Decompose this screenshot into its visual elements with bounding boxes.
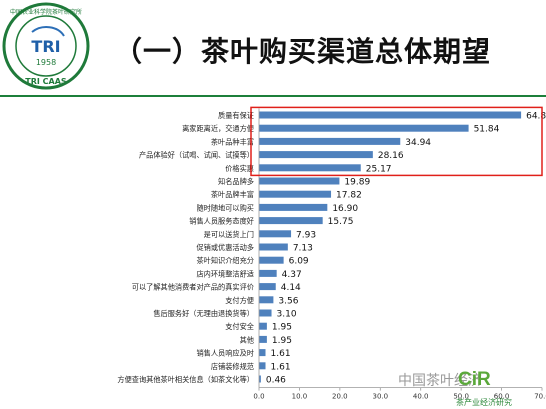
category-label: 可以了解其他消费者对产品的真实评价 bbox=[132, 283, 254, 292]
bar bbox=[259, 296, 274, 304]
value-label: 64.83 bbox=[526, 112, 546, 122]
value-label: 28.16 bbox=[378, 151, 404, 161]
value-label: 1.61 bbox=[271, 349, 291, 359]
x-tick-label: 70.0 bbox=[534, 393, 546, 401]
header-divider bbox=[0, 95, 546, 97]
value-label: 3.56 bbox=[278, 296, 298, 306]
value-label: 0.46 bbox=[266, 376, 286, 386]
bar bbox=[259, 375, 261, 383]
value-label: 4.14 bbox=[281, 283, 301, 293]
bar bbox=[259, 111, 522, 119]
category-label: 店铺装修规范 bbox=[211, 362, 254, 371]
value-label: 4.37 bbox=[282, 270, 302, 280]
bar bbox=[259, 269, 277, 277]
bar bbox=[259, 362, 266, 370]
highlight-box bbox=[250, 106, 543, 177]
bar bbox=[259, 243, 288, 251]
value-label: 51.84 bbox=[474, 125, 500, 135]
x-tick-label: 10.0 bbox=[292, 393, 308, 401]
logo-year: 1958 bbox=[36, 58, 56, 67]
bar bbox=[259, 217, 323, 225]
bar bbox=[259, 177, 340, 185]
logo-top-text: 中国农业科学院茶叶研究所 bbox=[10, 8, 82, 16]
value-label: 1.95 bbox=[272, 336, 292, 346]
x-tick-label: 30.0 bbox=[372, 393, 388, 401]
value-label: 1.95 bbox=[272, 323, 292, 333]
logo-bottom-text: TRI CAAS bbox=[25, 77, 67, 86]
category-label: 是可以送货上门 bbox=[204, 230, 254, 239]
bar bbox=[259, 203, 328, 211]
value-label: 1.61 bbox=[271, 362, 291, 372]
bar bbox=[259, 256, 284, 264]
x-tick-label: 50.0 bbox=[453, 393, 469, 401]
value-label: 7.93 bbox=[296, 230, 316, 240]
bar bbox=[259, 283, 276, 291]
bar bbox=[259, 151, 373, 159]
category-label: 售后服务好（无理由退换货等） bbox=[153, 309, 254, 318]
x-tick-label: 0.0 bbox=[253, 393, 264, 401]
category-label: 价格实惠 bbox=[225, 164, 254, 173]
bar bbox=[259, 322, 267, 330]
bar bbox=[259, 137, 401, 145]
bar bbox=[259, 164, 361, 172]
value-label: 25.17 bbox=[366, 164, 392, 174]
value-label: 17.82 bbox=[336, 191, 362, 201]
value-label: 34.94 bbox=[405, 138, 431, 148]
category-label: 方便查询其他茶叶相关信息（如茶文化等） bbox=[117, 375, 254, 384]
category-label: 支付安全 bbox=[225, 322, 255, 331]
category-label: 茶叶品牌丰富 bbox=[211, 190, 254, 199]
category-label: 随时随地可以购买 bbox=[196, 203, 254, 212]
value-label: 6.09 bbox=[289, 257, 309, 267]
bar bbox=[259, 335, 267, 343]
page-title: （一）茶叶购买渠道总体期望 bbox=[114, 35, 492, 68]
category-label: 支付方便 bbox=[225, 296, 254, 305]
tri-caas-logo: TRI 1958 TRI CAAS 中国农业科学院茶叶研究所 bbox=[2, 2, 90, 90]
value-label: 15.75 bbox=[328, 217, 354, 227]
category-label: 产品体验好（试喝、试闻、试摸等） bbox=[139, 151, 254, 160]
x-tick-label: 60.0 bbox=[494, 393, 510, 401]
category-label: 店内环境整洁舒适 bbox=[196, 269, 254, 278]
category-label: 离家距离近，交通方便 bbox=[182, 124, 254, 133]
category-label: 销售人员服务态度好 bbox=[189, 217, 254, 226]
category-label: 质量有保证 bbox=[218, 111, 254, 120]
bar bbox=[259, 349, 266, 357]
category-label: 促销或优惠活动多 bbox=[196, 243, 254, 252]
bar bbox=[259, 309, 272, 317]
value-label: 3.10 bbox=[277, 310, 297, 320]
x-tick-label: 40.0 bbox=[413, 393, 429, 401]
bar bbox=[259, 230, 292, 238]
value-label: 16.90 bbox=[332, 204, 358, 214]
category-label: 茶叶知识介绍充分 bbox=[196, 256, 254, 265]
category-label: 茶叶品种丰富 bbox=[211, 137, 254, 146]
x-tick-label: 20.0 bbox=[332, 393, 348, 401]
value-label: 19.89 bbox=[344, 178, 370, 188]
category-label: 知名品牌多 bbox=[218, 177, 254, 186]
bar bbox=[259, 190, 332, 198]
logo-center-text: TRI bbox=[31, 37, 60, 56]
value-label: 7.13 bbox=[293, 244, 313, 254]
category-label: 其他 bbox=[240, 335, 254, 344]
category-label: 销售人员响应及时 bbox=[196, 349, 254, 358]
bar bbox=[259, 124, 469, 132]
